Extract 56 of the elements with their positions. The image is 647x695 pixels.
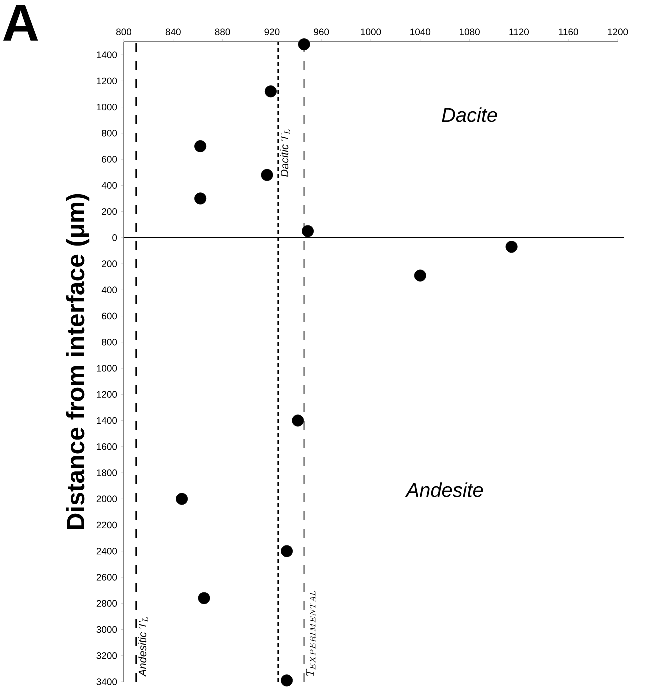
point <box>194 140 207 152</box>
y-axis-title: Distance from interface (μm) <box>66 194 90 530</box>
x-tick-label: 1080 <box>460 28 480 36</box>
y-tick-label: 1600 <box>97 444 118 450</box>
y-tick-label: 1800 <box>97 470 118 476</box>
annotation: Andesite <box>405 482 484 498</box>
point <box>292 414 304 427</box>
point <box>506 241 518 254</box>
point <box>194 192 207 205</box>
y-tick-label: 600 <box>102 312 118 320</box>
x-tick-label: 960 <box>314 28 330 36</box>
y-tick-label: 400 <box>102 182 118 190</box>
y-tick-label: 2400 <box>96 548 118 555</box>
x-tick-label: 920 <box>264 28 280 36</box>
x-tick-label: 1120 <box>510 28 530 36</box>
y-tick-label: 3000 <box>96 626 118 634</box>
x-tick-label: 1000 <box>361 28 382 36</box>
ref-line-label: $T_{EXPERIMENTAL}$ <box>306 591 316 676</box>
y-tick-label: 200 <box>102 208 118 216</box>
x-tick-label: 1160 <box>559 28 578 36</box>
y-tick-label: 2800 <box>96 600 118 607</box>
y-tick-label: 1000 <box>97 104 118 111</box>
point <box>198 592 210 604</box>
y-tick-label: 0 <box>112 234 118 242</box>
y-tick-label: 2600 <box>96 574 118 581</box>
y-tick-label: 3200 <box>96 652 118 660</box>
y-tick-label: 3400 <box>96 678 118 686</box>
annotation: Dacite <box>442 108 498 122</box>
y-tick-label: 800 <box>102 130 118 137</box>
ref-line-label: $\textit{Dacitic}\ T_{L}$ <box>280 130 290 178</box>
x-tick-label: 800 <box>116 28 132 36</box>
y-tick-label: 600 <box>102 156 118 163</box>
y-tick-label: 800 <box>102 339 118 346</box>
x-tick-label: 1200 <box>608 28 628 36</box>
point <box>414 270 426 282</box>
y-tick-label: 1400 <box>97 417 118 424</box>
point <box>298 38 310 51</box>
y-tick-label: 1200 <box>97 391 118 398</box>
y-tick-label: 1200 <box>97 78 118 85</box>
y-tick-label: 1400 <box>97 52 118 58</box>
y-tick-label: 1000 <box>97 365 118 372</box>
point <box>281 545 294 558</box>
x-tick-label: 880 <box>215 28 230 36</box>
point <box>302 225 314 238</box>
ref-line-label: $\textit{Andesitic}\ T_{L}$ <box>138 617 148 678</box>
point <box>264 86 277 98</box>
point <box>176 493 188 506</box>
x-tick-label: 1040 <box>410 28 431 36</box>
point <box>261 169 274 182</box>
y-tick-label: 400 <box>102 286 118 294</box>
y-tick-label: 200 <box>102 260 118 268</box>
y-tick-label: 2200 <box>96 522 118 529</box>
chart-title: A <box>3 5 38 41</box>
y-tick-label: 2000 <box>96 496 118 502</box>
point <box>281 674 294 687</box>
x-tick-label: 840 <box>166 28 181 36</box>
